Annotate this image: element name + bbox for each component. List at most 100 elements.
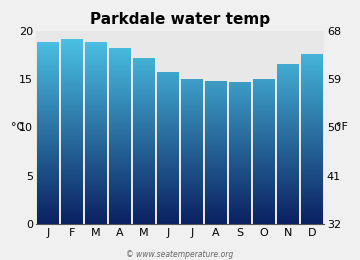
Bar	[37, 88, 59, 89]
Bar	[301, 55, 323, 56]
Bar	[253, 173, 275, 174]
Bar	[134, 132, 154, 133]
Bar	[109, 185, 131, 186]
Bar	[37, 90, 59, 91]
Bar	[37, 70, 59, 71]
Bar	[62, 175, 82, 176]
Bar	[253, 94, 275, 95]
Bar	[301, 82, 323, 83]
Bar	[37, 97, 59, 98]
Bar	[301, 208, 323, 209]
Bar	[301, 83, 323, 84]
Bar	[37, 221, 59, 222]
Bar	[85, 85, 107, 86]
Bar	[301, 183, 323, 184]
Bar	[109, 73, 131, 74]
Bar	[181, 98, 203, 99]
Bar	[253, 118, 275, 119]
Bar	[37, 86, 59, 87]
Bar	[134, 70, 154, 72]
Bar	[181, 206, 203, 207]
Bar	[253, 129, 275, 130]
Bar	[62, 181, 82, 182]
Bar	[181, 190, 203, 191]
Bar	[37, 74, 59, 75]
Bar	[206, 172, 226, 173]
Bar	[85, 69, 107, 70]
Bar	[301, 86, 323, 87]
Bar	[301, 69, 323, 70]
Bar	[85, 192, 107, 193]
Bar	[37, 140, 59, 141]
Bar	[253, 102, 275, 103]
Bar	[134, 190, 154, 191]
Bar	[134, 145, 154, 146]
Bar	[181, 108, 203, 109]
Bar	[62, 135, 82, 136]
Bar	[109, 79, 131, 80]
Bar	[229, 103, 251, 104]
Bar	[181, 188, 203, 189]
Bar	[206, 103, 226, 104]
Bar	[301, 150, 323, 151]
Bar	[157, 179, 179, 180]
Bar	[301, 174, 323, 175]
Bar	[109, 181, 131, 182]
Bar	[62, 214, 82, 215]
Bar	[134, 123, 154, 124]
Bar	[134, 212, 154, 213]
Bar	[109, 198, 131, 199]
Bar	[278, 140, 298, 141]
Bar	[157, 126, 179, 127]
Bar	[229, 90, 251, 91]
Bar	[134, 201, 154, 202]
Bar	[229, 176, 251, 177]
Bar	[62, 221, 82, 222]
Bar	[62, 60, 82, 61]
Bar	[229, 121, 251, 122]
Bar	[301, 124, 323, 125]
Bar	[278, 184, 298, 185]
Bar	[134, 65, 154, 66]
Bar	[62, 187, 82, 188]
Bar	[134, 138, 154, 139]
Bar	[181, 196, 203, 197]
Bar	[253, 139, 275, 140]
Bar	[134, 154, 154, 155]
Bar	[278, 158, 298, 159]
Bar	[134, 170, 154, 171]
Bar	[85, 144, 107, 145]
Bar	[157, 213, 179, 214]
Bar	[278, 200, 298, 201]
Bar	[85, 60, 107, 61]
Bar	[206, 110, 226, 111]
Bar	[62, 219, 82, 220]
Bar	[206, 206, 226, 207]
Bar	[134, 59, 154, 60]
Bar	[109, 126, 131, 127]
Bar	[157, 158, 179, 159]
Bar	[62, 49, 82, 50]
Bar	[253, 205, 275, 206]
Bar	[181, 174, 203, 175]
Bar	[229, 197, 251, 198]
Bar	[278, 107, 298, 108]
Bar	[301, 166, 323, 167]
Bar	[206, 129, 226, 130]
Bar	[37, 62, 59, 63]
Bar	[85, 220, 107, 221]
Bar	[109, 223, 131, 224]
Bar	[181, 119, 203, 120]
Bar	[301, 88, 323, 89]
Bar	[278, 136, 298, 137]
Bar	[109, 66, 131, 67]
Bar	[37, 144, 59, 145]
Bar	[62, 131, 82, 132]
Bar	[181, 110, 203, 111]
Bar	[85, 194, 107, 196]
Bar	[62, 145, 82, 146]
Bar	[157, 102, 179, 103]
Bar	[206, 83, 226, 84]
Bar	[85, 215, 107, 216]
Bar	[109, 93, 131, 94]
